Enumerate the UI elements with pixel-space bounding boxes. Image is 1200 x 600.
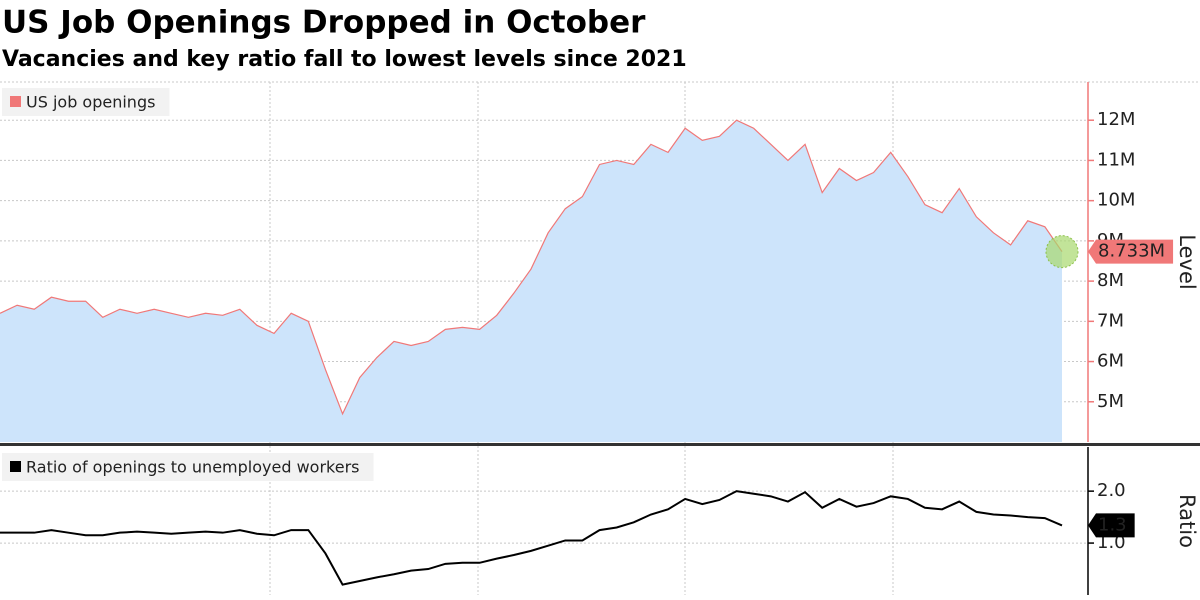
y-tick-label: 10M	[1097, 190, 1135, 211]
end-marker	[1045, 235, 1079, 269]
chart-title: US Job Openings Dropped in October	[2, 5, 646, 41]
value-label-box	[1088, 513, 1135, 538]
panel-separator	[0, 443, 1200, 446]
legend-box	[2, 453, 374, 481]
y-tick-label: 12M	[1097, 109, 1135, 130]
y-tick-label: 8M	[1097, 270, 1124, 291]
legend-swatch	[10, 96, 21, 107]
series-line	[0, 490, 1063, 586]
y-tick-label: 6M	[1097, 351, 1124, 372]
legend-swatch	[10, 461, 21, 472]
value-label-box	[1088, 239, 1174, 264]
chart-subtitle: Vacancies and key ratio fall to lowest l…	[2, 47, 687, 72]
legend-label: US job openings	[26, 93, 155, 112]
value-label: 8.733M	[1088, 239, 1174, 264]
value-label-text: 1.3	[1098, 514, 1127, 535]
y-tick-label: 11M	[1097, 149, 1135, 170]
y-axis-title: Ratio	[1175, 494, 1199, 548]
y-tick-label: 2.0	[1097, 480, 1126, 501]
y-tick-label: 5M	[1097, 391, 1124, 412]
y-axis-title: Level	[1175, 234, 1199, 289]
y-tick-label: 7M	[1097, 310, 1124, 331]
value-label-text: 8.733M	[1098, 241, 1165, 262]
legend-label: Ratio of openings to unemployed workers	[26, 458, 359, 477]
series-line	[0, 119, 1063, 416]
value-label: 1.3	[1088, 513, 1135, 538]
legend-box	[2, 88, 170, 116]
area-fill	[0, 120, 1062, 443]
